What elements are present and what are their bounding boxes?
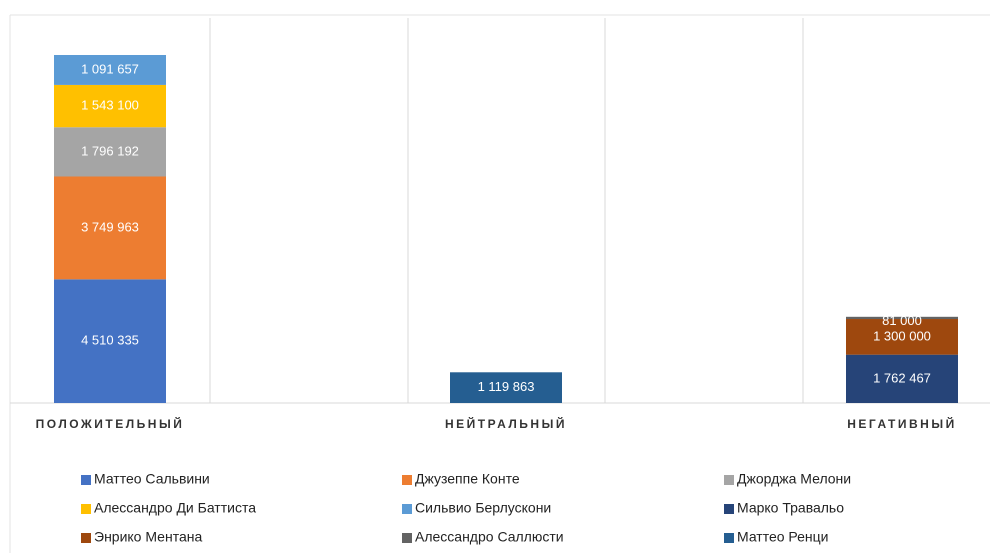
value-label: 1 543 100 — [81, 98, 139, 113]
bar-segment — [54, 84, 166, 128]
legend-swatch — [402, 533, 412, 543]
bar-segment — [846, 316, 958, 320]
legend-label: Джорджа Мелони — [737, 471, 851, 487]
legend-swatch — [724, 475, 734, 485]
value-label: 3 749 963 — [81, 219, 139, 234]
legend-swatch — [81, 475, 91, 485]
bar-segment — [846, 354, 958, 403]
value-label: 1 119 863 — [478, 379, 535, 394]
bar-segment — [54, 176, 166, 280]
value-label: 1 091 657 — [81, 61, 139, 76]
legend-label: Маттео Сальвини — [94, 471, 210, 487]
legend-swatch — [724, 504, 734, 514]
value-label: 1 796 192 — [81, 143, 139, 158]
value-label: 81 000 — [882, 313, 922, 328]
separators — [209, 18, 804, 403]
legend-label: Маттео Ренци — [737, 529, 829, 545]
bar-segment — [846, 319, 958, 355]
legend-swatch — [402, 475, 412, 485]
legend-swatch — [724, 533, 734, 543]
legend-swatch — [81, 504, 91, 514]
x-tick-label: НЕЙТРАЛЬНЫЙ — [445, 416, 567, 431]
legend-label: Джузеппе Конте — [415, 471, 520, 487]
x-tick-label: ПОЛОЖИТЕЛЬНЫЙ — [36, 416, 185, 431]
legend-swatch — [402, 504, 412, 514]
legend-label: Алессандро Саллюсти — [415, 529, 564, 545]
legend-label: Алессандро Ди Баттиста — [94, 500, 256, 516]
legend-label: Сильвио Берлускони — [415, 500, 551, 516]
value-label: 4 510 335 — [81, 333, 139, 348]
value-label: 1 300 000 — [873, 328, 931, 343]
bar-segment — [54, 279, 166, 403]
legend-label: Энрико Ментана — [94, 529, 202, 545]
legend-label: Марко Травальо — [737, 500, 844, 516]
bar-segment — [450, 372, 562, 403]
bar-segment — [54, 55, 166, 85]
value-label: 1 762 467 — [873, 370, 931, 385]
legend-swatch — [81, 533, 91, 543]
bar-segment — [54, 127, 166, 177]
x-tick-label: НЕГАТИВНЫЙ — [847, 416, 956, 431]
